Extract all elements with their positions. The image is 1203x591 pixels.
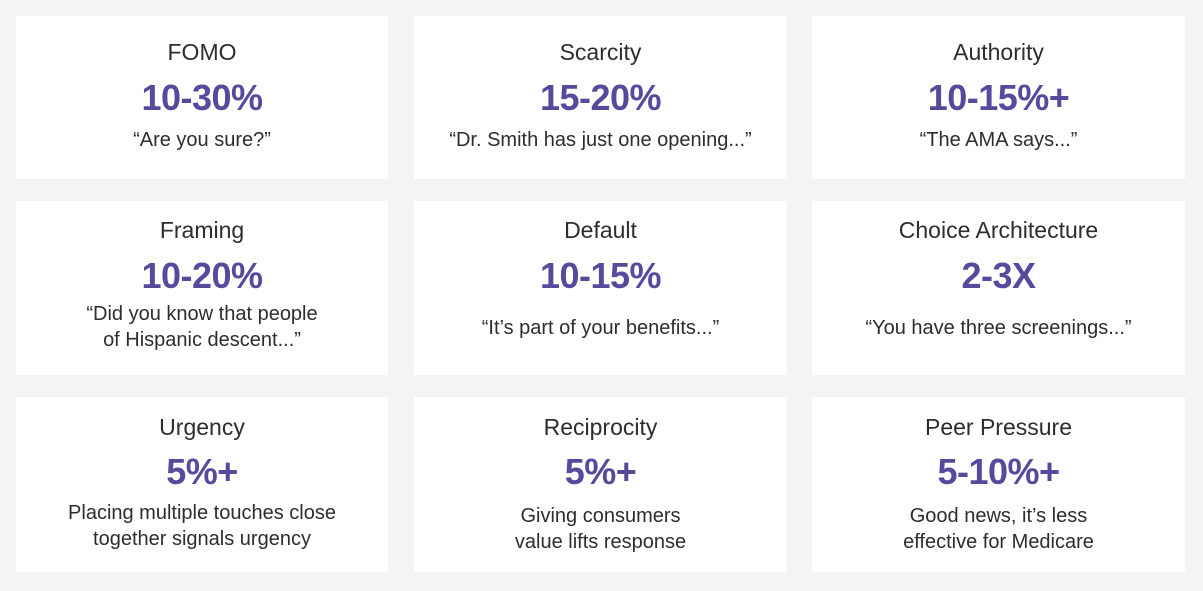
card-description: Placing multiple touches close together … bbox=[68, 502, 336, 550]
card-choice-architecture: Choice Architecture 2-3X “You have three… bbox=[812, 201, 1185, 375]
card-description: “The AMA says...” bbox=[919, 129, 1078, 151]
card-scarcity: Scarcity 15-20% “Dr. Smith has just one … bbox=[414, 16, 787, 179]
card-authority: Authority 10-15%+ “The AMA says...” bbox=[812, 16, 1185, 179]
card-title: Reciprocity bbox=[543, 414, 658, 440]
card-title: Peer Pressure bbox=[924, 414, 1072, 440]
card-description: Good news, it’s less effective for Medic… bbox=[903, 505, 1094, 553]
card-stat: 2-3X bbox=[961, 255, 1036, 296]
card-description: “Dr. Smith has just one opening...” bbox=[449, 129, 752, 151]
card-stat: 5-10%+ bbox=[937, 451, 1060, 492]
card-title: Framing bbox=[159, 217, 245, 243]
card-title: Choice Architecture bbox=[898, 217, 1099, 243]
card-stat: 5%+ bbox=[166, 451, 238, 492]
card-title: Urgency bbox=[159, 414, 245, 440]
card-reciprocity: Reciprocity 5%+ Giving consumers value l… bbox=[414, 397, 787, 572]
card-urgency: Urgency 5%+ Placing multiple touches clo… bbox=[16, 397, 388, 572]
card-stat: 10-15% bbox=[539, 255, 662, 296]
card-default: Default 10-15% “It’s part of your benefi… bbox=[414, 201, 787, 375]
card-stat: 10-20% bbox=[141, 255, 263, 296]
card-description: “It’s part of your benefits...” bbox=[481, 317, 720, 339]
card-fomo: FOMO 10-30% “Are you sure?” bbox=[16, 16, 388, 179]
card-description: “Are you sure?” bbox=[133, 129, 271, 151]
card-stat: 10-15%+ bbox=[927, 77, 1070, 118]
card-description: “Did you know that people of Hispanic de… bbox=[86, 303, 318, 351]
card-peer-pressure: Peer Pressure 5-10%+ Good news, it’s les… bbox=[812, 397, 1185, 572]
card-stat: 5%+ bbox=[564, 451, 637, 492]
card-title: Authority bbox=[953, 39, 1044, 65]
card-stat: 10-30% bbox=[141, 77, 263, 118]
card-title: Default bbox=[564, 217, 637, 243]
card-description: Giving consumers value lifts response bbox=[514, 505, 687, 553]
card-title: FOMO bbox=[167, 39, 237, 65]
card-framing: Framing 10-20% “Did you know that people… bbox=[16, 201, 388, 375]
card-title: Scarcity bbox=[559, 39, 642, 65]
card-description: “You have three screenings...” bbox=[865, 317, 1132, 339]
card-stat: 15-20% bbox=[539, 77, 662, 118]
